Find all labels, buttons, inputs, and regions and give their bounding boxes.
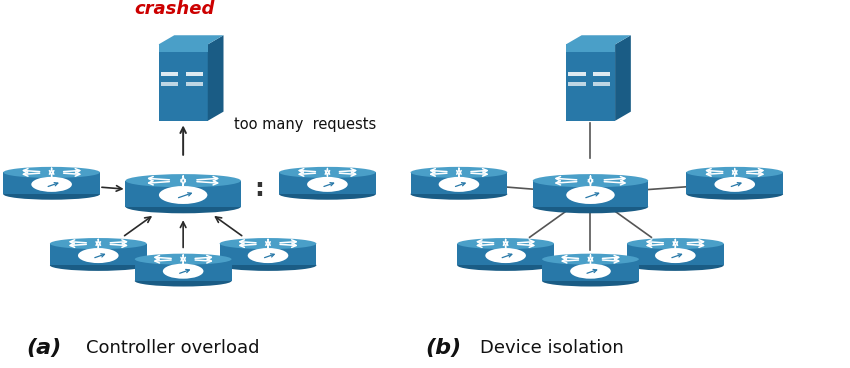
FancyBboxPatch shape bbox=[593, 71, 610, 77]
Ellipse shape bbox=[485, 248, 526, 263]
FancyBboxPatch shape bbox=[50, 244, 147, 265]
Ellipse shape bbox=[135, 275, 231, 287]
Text: crashed: crashed bbox=[134, 0, 215, 18]
FancyBboxPatch shape bbox=[126, 181, 241, 207]
FancyBboxPatch shape bbox=[457, 244, 554, 265]
Ellipse shape bbox=[411, 189, 507, 200]
Ellipse shape bbox=[247, 248, 288, 263]
FancyBboxPatch shape bbox=[219, 244, 316, 265]
Ellipse shape bbox=[219, 238, 316, 249]
Ellipse shape bbox=[78, 248, 119, 263]
FancyBboxPatch shape bbox=[566, 45, 615, 121]
FancyBboxPatch shape bbox=[627, 244, 723, 265]
FancyBboxPatch shape bbox=[279, 173, 376, 194]
Polygon shape bbox=[615, 35, 631, 121]
FancyBboxPatch shape bbox=[686, 173, 783, 194]
Ellipse shape bbox=[159, 186, 207, 204]
FancyBboxPatch shape bbox=[135, 259, 231, 281]
Ellipse shape bbox=[3, 167, 100, 178]
Text: (b): (b) bbox=[425, 338, 461, 358]
FancyBboxPatch shape bbox=[3, 173, 100, 194]
Ellipse shape bbox=[542, 254, 639, 265]
Ellipse shape bbox=[627, 260, 723, 271]
Ellipse shape bbox=[457, 238, 554, 249]
FancyBboxPatch shape bbox=[533, 181, 649, 207]
Ellipse shape bbox=[3, 189, 100, 200]
Ellipse shape bbox=[439, 177, 479, 192]
Text: too many  requests: too many requests bbox=[234, 117, 377, 132]
Text: Controller overload: Controller overload bbox=[86, 339, 259, 357]
Ellipse shape bbox=[566, 186, 615, 204]
FancyBboxPatch shape bbox=[161, 71, 178, 77]
Ellipse shape bbox=[715, 177, 755, 192]
Ellipse shape bbox=[627, 238, 723, 249]
FancyBboxPatch shape bbox=[569, 82, 586, 86]
Ellipse shape bbox=[163, 263, 203, 279]
Ellipse shape bbox=[542, 275, 639, 287]
Polygon shape bbox=[207, 35, 224, 121]
Ellipse shape bbox=[50, 238, 147, 249]
Ellipse shape bbox=[279, 189, 376, 200]
Text: (a): (a) bbox=[26, 338, 61, 358]
Text: :: : bbox=[255, 177, 264, 201]
FancyBboxPatch shape bbox=[566, 45, 615, 52]
Ellipse shape bbox=[533, 200, 649, 213]
Ellipse shape bbox=[126, 200, 241, 213]
Ellipse shape bbox=[686, 189, 783, 200]
FancyBboxPatch shape bbox=[411, 173, 507, 194]
FancyBboxPatch shape bbox=[159, 45, 207, 121]
Ellipse shape bbox=[655, 248, 695, 263]
Polygon shape bbox=[159, 35, 224, 45]
Ellipse shape bbox=[219, 260, 316, 271]
FancyBboxPatch shape bbox=[185, 82, 203, 86]
FancyBboxPatch shape bbox=[542, 259, 639, 281]
FancyBboxPatch shape bbox=[569, 71, 586, 77]
Ellipse shape bbox=[686, 167, 783, 178]
FancyBboxPatch shape bbox=[593, 82, 610, 86]
FancyBboxPatch shape bbox=[161, 82, 178, 86]
Ellipse shape bbox=[126, 174, 241, 187]
Ellipse shape bbox=[31, 177, 72, 192]
Ellipse shape bbox=[570, 263, 611, 279]
Ellipse shape bbox=[279, 167, 376, 178]
Ellipse shape bbox=[50, 260, 147, 271]
Ellipse shape bbox=[457, 260, 554, 271]
Ellipse shape bbox=[411, 167, 507, 178]
Polygon shape bbox=[566, 35, 631, 45]
Text: Device isolation: Device isolation bbox=[480, 339, 624, 357]
Ellipse shape bbox=[135, 254, 231, 265]
Ellipse shape bbox=[307, 177, 348, 192]
Ellipse shape bbox=[533, 174, 649, 187]
FancyBboxPatch shape bbox=[159, 45, 207, 52]
FancyBboxPatch shape bbox=[185, 71, 203, 77]
